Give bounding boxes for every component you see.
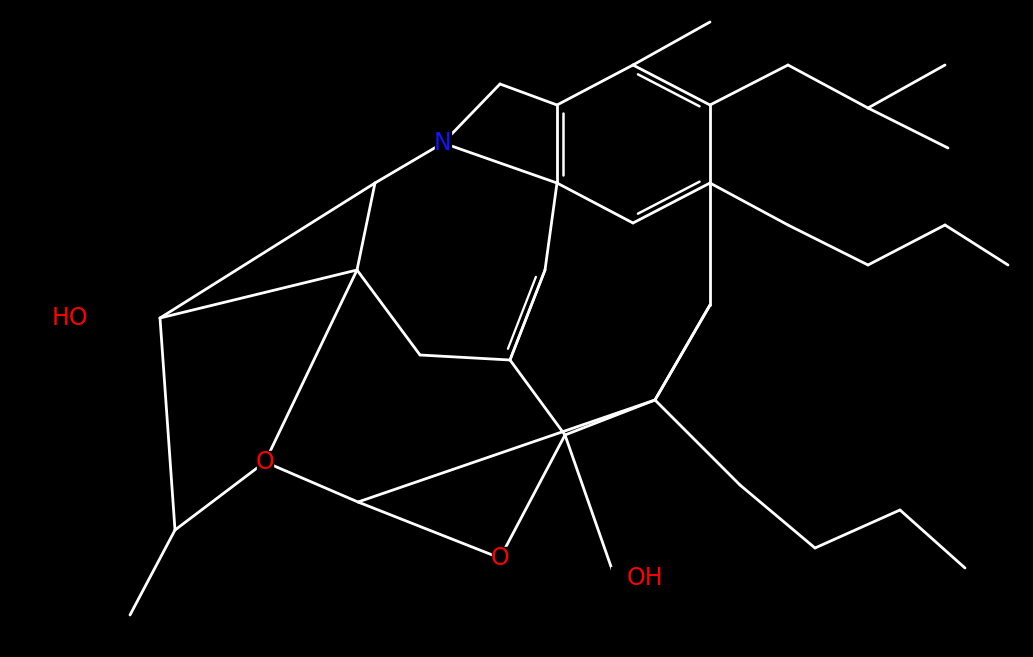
Text: O: O — [491, 546, 509, 570]
Text: HO: HO — [52, 306, 89, 330]
Bar — [611, 567, 643, 589]
Bar — [435, 132, 451, 154]
Text: N: N — [434, 131, 451, 155]
Bar — [36, 307, 68, 329]
Text: O: O — [255, 450, 275, 474]
Bar — [492, 547, 508, 569]
Text: OH: OH — [627, 566, 663, 590]
Bar — [257, 451, 273, 473]
